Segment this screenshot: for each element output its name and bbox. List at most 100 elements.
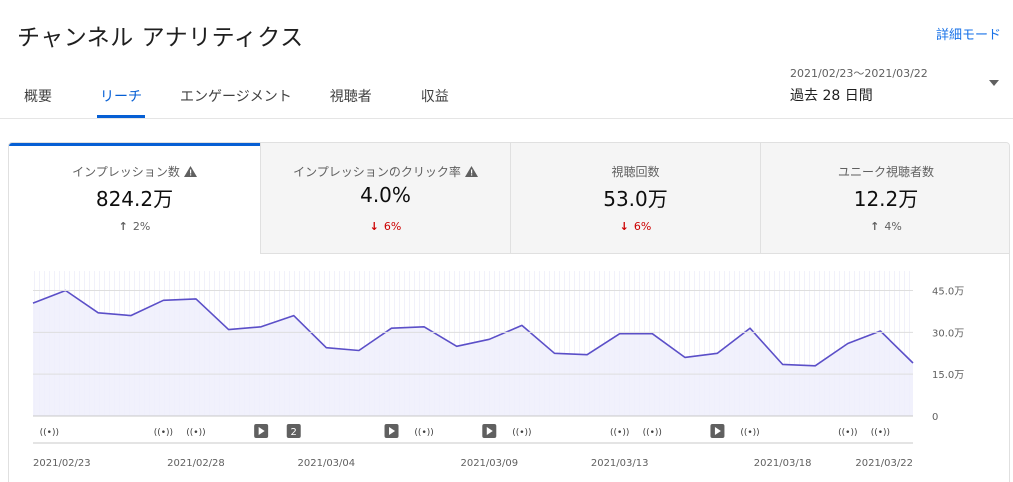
data-point <box>879 330 881 332</box>
data-point <box>390 327 392 329</box>
date-range-text: 2021/02/23～2021/03/22 <box>790 67 928 80</box>
play-icon <box>714 427 721 435</box>
y-tick-label: 45.0万 <box>932 287 964 298</box>
y-tick-label: 0 <box>932 412 938 423</box>
metric-ctr[interactable]: インプレッションのクリック率 4.0% ↓ 6% <box>260 143 510 254</box>
tab-audience[interactable]: 視聴者 <box>329 89 372 105</box>
x-tick-label: 2021/02/28 <box>167 458 225 469</box>
x-tick-label: 2021/03/18 <box>754 458 812 469</box>
metric-unique-viewers[interactable]: ユニーク視聴者数 12.2万 ↑ 4% <box>760 143 1009 254</box>
header-divider <box>0 118 1013 119</box>
data-point <box>293 314 295 316</box>
live-stream-icon[interactable]: ((•)) <box>512 428 531 438</box>
series-area <box>33 290 913 416</box>
live-stream-glyph: ((•)) <box>40 428 59 438</box>
series-line <box>32 289 914 367</box>
data-point <box>130 314 132 316</box>
data-point <box>423 326 425 328</box>
data-point <box>716 352 718 354</box>
data-point <box>619 333 621 335</box>
x-tick-label: 2021/03/04 <box>298 458 356 469</box>
page-title: チャンネル アナリティクス <box>17 25 304 51</box>
advanced-mode-link[interactable]: 詳細モード <box>935 28 1001 43</box>
play-icon <box>389 427 396 435</box>
video-count-badge[interactable]: 2 <box>286 424 301 438</box>
metric-value: 12.2万 <box>853 187 919 211</box>
live-stream-icon[interactable]: ((•)) <box>414 428 433 438</box>
data-point <box>553 352 555 354</box>
live-stream-glyph: ((•)) <box>186 428 205 438</box>
x-tick-label: 2021/03/13 <box>591 458 649 469</box>
metric-views[interactable]: 視聴回数 53.0万 ↓ 6% <box>510 143 760 254</box>
data-point <box>260 326 262 328</box>
chevron-down-icon[interactable] <box>989 80 999 86</box>
metric-tabs: インプレッション数 824.2万 ↑ 2% インプレッションのクリック率 4.0%… <box>9 143 1009 254</box>
metric-value: 824.2万 <box>95 187 174 211</box>
live-stream-icon[interactable]: ((•)) <box>186 428 205 438</box>
x-tick-label: 2021/03/22 <box>855 458 913 469</box>
data-point <box>651 333 653 335</box>
live-stream-icon[interactable]: ((•)) <box>838 428 857 438</box>
data-point <box>97 312 99 314</box>
video-icon[interactable] <box>482 424 497 438</box>
x-tick-label: 2021/03/09 <box>460 458 518 469</box>
data-point <box>227 328 229 330</box>
arrow-down-icon: ↓ <box>369 220 379 233</box>
date-range-selector[interactable]: 2021/02/23～2021/03/22 過去 28 日間 <box>790 65 928 105</box>
tab-reach[interactable]: リーチ <box>97 76 145 118</box>
metric-label: 視聴回数 <box>611 165 660 179</box>
video-icon[interactable] <box>384 424 399 438</box>
live-stream-icon[interactable]: ((•)) <box>871 428 890 438</box>
data-point <box>488 338 490 340</box>
data-point <box>521 324 523 326</box>
data-point <box>814 365 816 367</box>
metric-value: 53.0万 <box>603 187 668 211</box>
live-stream-icon[interactable]: ((•)) <box>40 428 59 438</box>
data-point <box>781 363 783 365</box>
data-point <box>358 349 360 351</box>
live-stream-glyph: ((•)) <box>610 428 629 438</box>
tab-revenue[interactable]: 収益 <box>420 89 449 105</box>
live-stream-glyph: ((•)) <box>838 428 857 438</box>
badge-count: 2 <box>291 427 297 438</box>
impressions-chart[interactable]: 45.0万 30.0万 15.0万 0 ((•)) ((•)) ((•)) 2 ((•)) ((… <box>9 143 1010 482</box>
metric-label: インプレッションのクリック率 <box>261 163 510 180</box>
data-point <box>586 354 588 356</box>
live-stream-glyph: ((•)) <box>643 428 662 438</box>
data-point <box>32 302 34 304</box>
arrow-down-icon: ↓ <box>619 220 629 233</box>
live-stream-icon[interactable]: ((•)) <box>610 428 629 438</box>
arrow-up-icon: ↑ <box>118 220 128 233</box>
live-stream-glyph: ((•)) <box>414 428 433 438</box>
date-range-label: 過去 28 日間 <box>790 88 873 104</box>
metric-label: ユニーク視聴者数 <box>837 165 934 179</box>
metric-label: インプレッション数 <box>9 163 260 180</box>
warning-icon[interactable] <box>464 166 478 177</box>
live-stream-glyph: ((•)) <box>512 428 531 438</box>
x-tick-label: 2021/02/23 <box>33 458 91 469</box>
metric-change: ↑ 2% <box>118 220 151 233</box>
metric-impressions[interactable]: インプレッション数 824.2万 ↑ 2% <box>9 143 260 254</box>
video-icon[interactable] <box>710 424 725 438</box>
badge-box <box>286 424 301 438</box>
data-point <box>684 356 686 358</box>
live-stream-icon[interactable]: ((•)) <box>643 428 662 438</box>
metric-value: 4.0% <box>360 183 411 207</box>
live-stream-icon[interactable]: ((•)) <box>154 428 173 438</box>
live-stream-glyph: ((•)) <box>871 428 890 438</box>
live-stream-glyph: ((•)) <box>154 428 173 438</box>
play-icon <box>486 427 493 435</box>
live-stream-icon[interactable]: ((•)) <box>740 428 759 438</box>
metric-change: ↑ 4% <box>870 220 902 233</box>
video-icon[interactable] <box>254 424 269 438</box>
data-point <box>325 347 327 349</box>
play-icon <box>258 427 265 435</box>
tab-engagement[interactable]: エンゲージメント <box>180 89 292 105</box>
arrow-up-icon: ↑ <box>870 220 880 233</box>
reach-card: インプレッション数 824.2万 ↑ 2% インプレッションのクリック率 4.0%… <box>8 142 1010 482</box>
tab-overview[interactable]: 概要 <box>24 89 52 105</box>
metric-change: ↓ 6% <box>619 220 652 233</box>
warning-icon[interactable] <box>183 166 197 177</box>
data-point <box>162 299 164 301</box>
y-tick-label: 15.0万 <box>932 370 964 381</box>
